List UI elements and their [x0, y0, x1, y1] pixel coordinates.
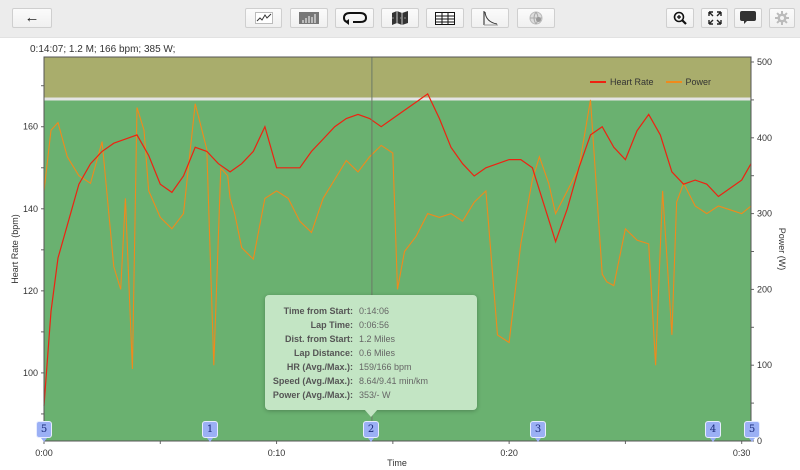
tooltip-row-lap-distance: Lap Distance: 0.6 Miles: [265, 348, 477, 362]
svg-text:100: 100: [23, 368, 38, 378]
table-view-button[interactable]: [426, 8, 464, 28]
heart-rate-series-line: [43, 92, 752, 406]
plot-frame: [43, 56, 752, 442]
svg-text:0:30: 0:30: [733, 448, 751, 458]
line-chart-icon: [254, 12, 273, 24]
tooltip-label: Power (Avg./Max.):: [272, 390, 353, 400]
y-axis-right: 0 100 200 300 400 500: [751, 57, 772, 446]
tooltip-label: Dist. from Start:: [284, 334, 353, 344]
power-swatch-icon: [665, 81, 682, 83]
globe-icon: [529, 11, 543, 25]
curve-view-button[interactable]: [471, 8, 509, 28]
hr-zone-high: [44, 57, 751, 101]
chart-legend: Heart Rate Power: [590, 77, 723, 87]
x-axis-label: Time: [387, 458, 407, 468]
tooltip-label: HR (Avg./Max.):: [286, 362, 353, 372]
zoom-button[interactable]: [666, 8, 694, 28]
svg-text:160: 160: [23, 122, 38, 132]
svg-text:0:20: 0:20: [500, 448, 518, 458]
tooltip-pointer: [364, 409, 378, 417]
back-button[interactable]: ←: [12, 8, 52, 28]
tooltip-label: Speed (Avg./Max.):: [272, 376, 353, 386]
tooltip-row-hr: HR (Avg./Max.): 159/166 bpm: [265, 362, 477, 376]
curve-icon: [483, 10, 498, 25]
power-series-line: [43, 99, 752, 370]
lap-marker[interactable]: 3: [530, 421, 546, 442]
tooltip-row-lap-time: Lap Time: 0:06:56: [265, 320, 477, 334]
tooltip-row-dist-from-start: Dist. from Start: 1.2 Miles: [265, 334, 477, 348]
svg-text:200: 200: [757, 284, 772, 294]
tooltip-row-time-from-start: Time from Start: 0:14:06: [265, 306, 477, 320]
svg-text:400: 400: [757, 133, 772, 143]
data-tooltip: Time from Start: 0:14:06 Lap Time: 0:06:56…: [265, 295, 477, 410]
bar-chart-view-button[interactable]: [290, 8, 328, 28]
tooltip-value: 8.64/9.41 min/km: [359, 376, 429, 386]
svg-text:140: 140: [23, 204, 38, 214]
toolbar: ←: [0, 0, 800, 38]
laps-view-button[interactable]: [335, 8, 374, 28]
y-axis-left: 100 120 140 160: [23, 85, 44, 415]
svg-text:0: 0: [757, 436, 762, 446]
tooltip-row-speed: Speed (Avg./Max.): 8.64/9.41 min/km: [265, 376, 477, 390]
tooltip-value: 353/- W: [359, 390, 391, 400]
svg-text:500: 500: [757, 57, 772, 67]
x-axis: 0:00 0:10 0:20 0:30: [35, 441, 750, 458]
lap-marker[interactable]: 5: [36, 421, 52, 442]
map-view-button[interactable]: [381, 8, 419, 28]
map-icon: [392, 11, 408, 25]
svg-text:300: 300: [757, 209, 772, 219]
lap-marker[interactable]: 4: [705, 421, 721, 442]
fullscreen-icon: [707, 11, 722, 25]
globe-view-button[interactable]: [517, 8, 555, 28]
lap-marker[interactable]: 1: [202, 421, 218, 442]
bar-chart-icon: [299, 12, 319, 24]
lap-marker[interactable]: 2: [363, 421, 379, 442]
lap-marker[interactable]: 5: [744, 421, 760, 442]
comment-icon: [740, 11, 756, 24]
tooltip-label: Lap Time:: [310, 320, 353, 330]
settings-button[interactable]: [769, 8, 795, 28]
heart-rate-swatch-icon: [590, 81, 606, 83]
svg-text:100: 100: [757, 360, 772, 370]
table-icon: [435, 11, 455, 25]
tooltip-value: 0:06:56: [359, 320, 390, 330]
line-chart-view-button[interactable]: [245, 8, 282, 28]
tooltip-value: 0:14:06: [359, 306, 390, 316]
tooltip-value: 159/166 bpm: [359, 362, 412, 372]
tooltip-row-power: Power (Avg./Max.): 353/- W: [265, 390, 477, 404]
legend-power-label: Power: [685, 77, 712, 87]
legend-item-power[interactable]: Power: [665, 77, 712, 87]
legend-item-heart-rate[interactable]: Heart Rate: [590, 77, 654, 87]
tooltip-value: 1.2 Miles: [359, 334, 396, 344]
svg-text:120: 120: [23, 286, 38, 296]
comment-button[interactable]: [734, 8, 762, 28]
fullscreen-button[interactable]: [701, 8, 728, 28]
tooltip-label: Lap Distance:: [293, 348, 353, 358]
svg-text:0:10: 0:10: [268, 448, 286, 458]
tooltip-value: 0.6 Miles: [359, 348, 396, 358]
legend-heart-rate-label: Heart Rate: [610, 77, 654, 87]
cursor-status-text: 0:14:07; 1.2 M; 166 bpm; 385 W;: [30, 44, 176, 55]
back-arrow-icon: ←: [24, 9, 40, 26]
loop-icon: [342, 12, 367, 25]
y-axis-left-label: Heart Rate (bpm): [10, 214, 20, 284]
y-axis-right-label: Power (W): [777, 228, 787, 271]
gear-icon: [775, 11, 789, 25]
zoom-in-icon: [673, 11, 687, 25]
svg-text:0:00: 0:00: [35, 448, 53, 458]
tooltip-label: Time from Start:: [283, 306, 353, 316]
